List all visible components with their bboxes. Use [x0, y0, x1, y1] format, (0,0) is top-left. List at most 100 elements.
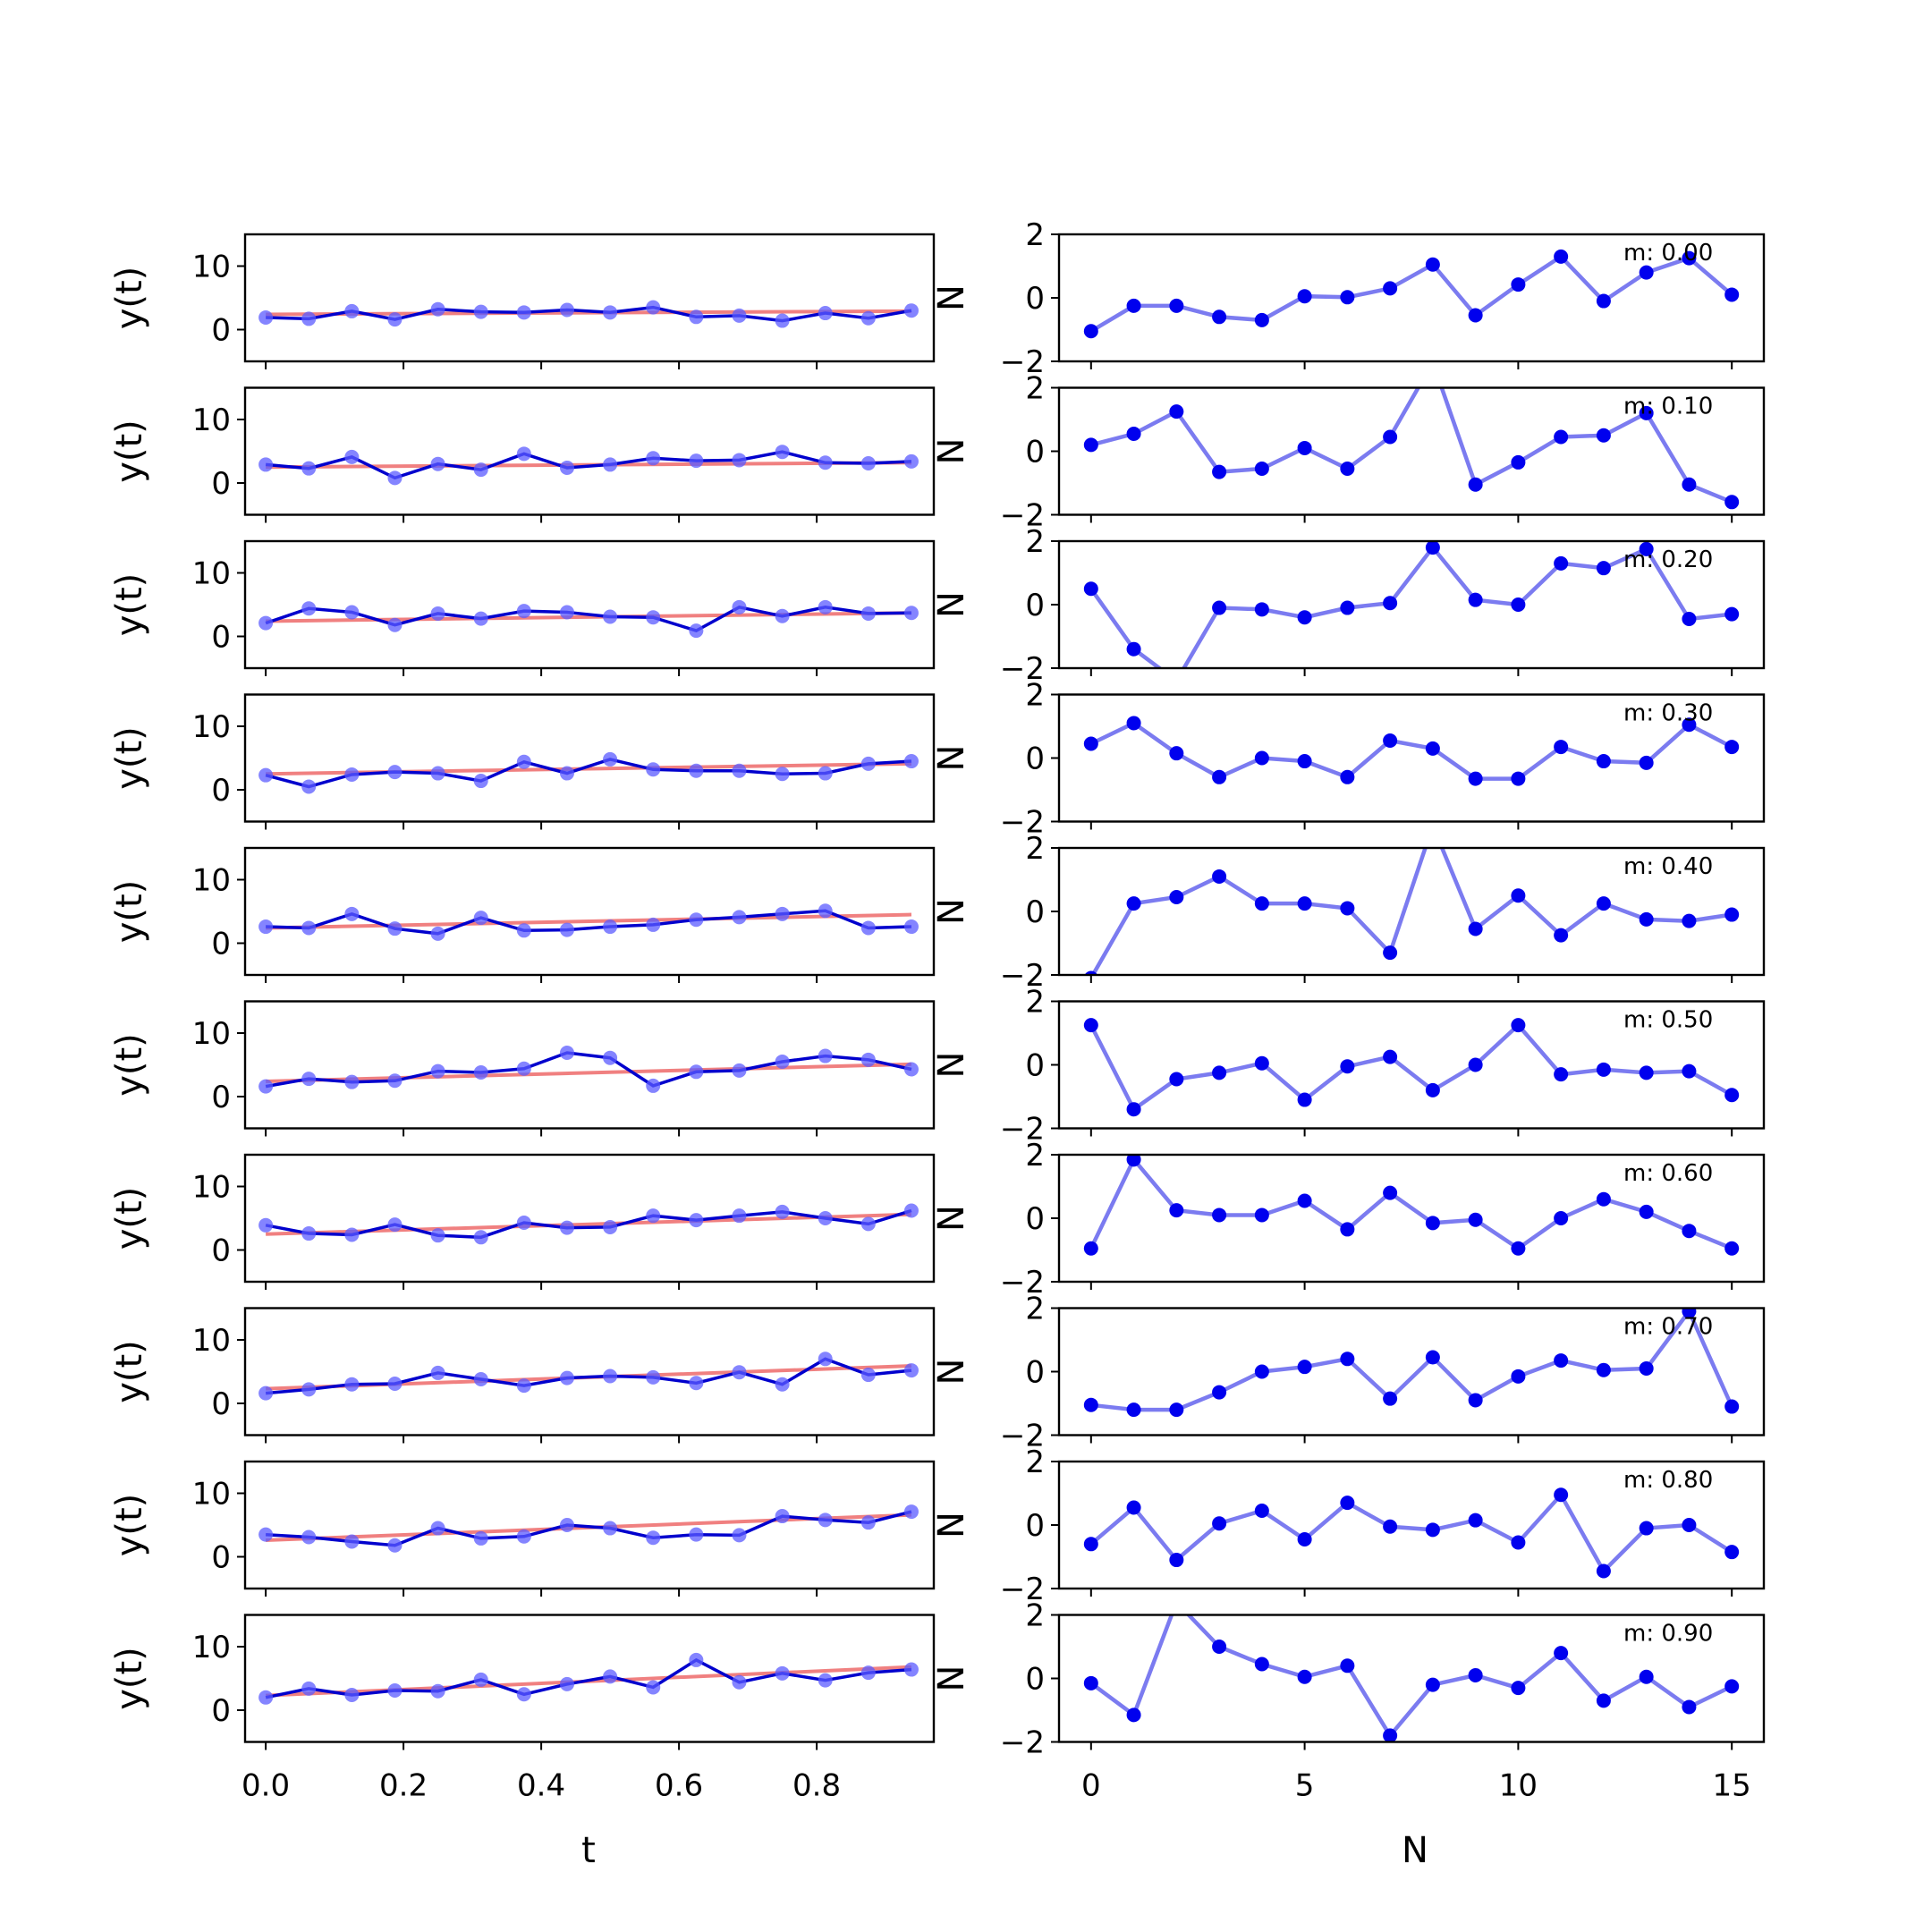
residual-point-0-9 [1468, 308, 1483, 323]
left-plot-area-0 [258, 300, 919, 328]
left-panel-7: 0 10 y(t) N [109, 1307, 972, 1444]
right-frame-6 [1057, 1153, 1766, 1284]
residual-point-2-3 [1212, 600, 1227, 615]
observed-point-1-1 [301, 461, 317, 476]
observed-point-2-14 [860, 606, 876, 621]
left-twin-label-8: N [931, 1512, 972, 1538]
left-plot-area-3 [258, 751, 919, 794]
residual-point-9-8 [1425, 1677, 1440, 1692]
residual-point-9-3 [1212, 1640, 1227, 1654]
residual-point-7-5 [1297, 1360, 1312, 1375]
observed-point-5-6 [516, 1061, 531, 1076]
observed-point-4-14 [860, 920, 876, 936]
observed-point-9-12 [775, 1665, 790, 1681]
right-frame-4 [1057, 846, 1766, 977]
residual-point-6-9 [1468, 1212, 1483, 1227]
right-ytick-label-8-1: 0 [1025, 1508, 1045, 1544]
m-annotation-5: m: 0.50 [1623, 1007, 1713, 1034]
left-xtick-label-0: 0.0 [242, 1768, 290, 1804]
residual-point-9-15 [1724, 1679, 1740, 1694]
observed-point-5-8 [603, 1050, 618, 1065]
observed-line-5 [265, 1051, 912, 1089]
observed-point-7-14 [860, 1368, 876, 1383]
residual-line-1 [1090, 387, 1733, 504]
residual-point-5-0 [1083, 1018, 1098, 1033]
residual-point-3-11 [1554, 740, 1569, 755]
observed-point-5-4 [430, 1063, 445, 1079]
right-ytick-label-9-1: 0 [1025, 1662, 1045, 1698]
observed-point-7-13 [818, 1352, 833, 1367]
observed-point-3-0 [258, 767, 274, 783]
observed-point-0-4 [430, 301, 445, 317]
left-xtick-label-4: 0.8 [792, 1768, 841, 1804]
residual-point-8-0 [1083, 1537, 1098, 1552]
left-ytick-label-6-0: 0 [211, 1233, 231, 1269]
residual-line-0 [1089, 253, 1733, 334]
observed-point-4-15 [903, 919, 919, 935]
observed-point-1-6 [516, 446, 531, 462]
right-xtick-label-2: 10 [1499, 1768, 1538, 1804]
observed-point-6-7 [559, 1220, 574, 1235]
observed-point-0-9 [646, 300, 661, 315]
residual-point-0-3 [1212, 309, 1227, 325]
observed-point-0-7 [559, 302, 574, 318]
residual-point-9-2 [1169, 1595, 1183, 1609]
observed-point-6-2 [344, 1227, 360, 1242]
residual-point-7-15 [1724, 1399, 1740, 1414]
observed-point-4-13 [818, 903, 833, 919]
residual-point-6-11 [1554, 1211, 1569, 1225]
residual-point-1-7 [1383, 429, 1398, 445]
observed-point-7-7 [559, 1370, 574, 1385]
residual-point-7-12 [1596, 1362, 1611, 1377]
observed-point-7-6 [516, 1378, 531, 1394]
right-panel-8: −2 0 2 m: 0.80 [1000, 1445, 1766, 1607]
observed-point-5-5 [473, 1065, 488, 1080]
residual-point-0-1 [1126, 298, 1141, 313]
right-ytick-label-3-0: −2 [1000, 805, 1045, 841]
residual-point-6-6 [1340, 1222, 1355, 1237]
left-xtick-label-1: 0.2 [379, 1768, 428, 1804]
left-plot-area-1 [258, 445, 919, 486]
observed-point-3-12 [775, 767, 790, 782]
right-plot-area-1 [1083, 387, 1740, 510]
fit-line-4 [266, 912, 912, 930]
residual-point-5-10 [1511, 1018, 1526, 1033]
observed-point-0-13 [818, 306, 833, 321]
residual-point-8-1 [1126, 1500, 1141, 1515]
observed-point-6-13 [818, 1211, 833, 1225]
residual-point-8-12 [1596, 1563, 1611, 1579]
left-y-axis-label-1: y(t) [109, 419, 150, 483]
residual-point-9-12 [1596, 1693, 1611, 1708]
observed-point-5-1 [301, 1072, 317, 1087]
observed-point-8-6 [516, 1529, 531, 1544]
right-frame-5 [1057, 1000, 1766, 1130]
observed-point-9-14 [860, 1665, 876, 1681]
residual-point-0-12 [1596, 293, 1611, 309]
residual-point-7-10 [1511, 1368, 1526, 1384]
observed-point-1-4 [430, 456, 445, 471]
observed-point-4-11 [732, 910, 747, 925]
observed-line-3 [265, 758, 912, 789]
left-plot-area-6 [258, 1203, 919, 1245]
observed-point-1-13 [818, 455, 833, 470]
right-xtick-label-0: 0 [1081, 1768, 1101, 1804]
right-ytick-label-3-1: 0 [1025, 741, 1045, 777]
residual-point-5-11 [1554, 1067, 1569, 1082]
left-ytick-label-2-1: 10 [192, 556, 231, 592]
left-plot-area-4 [258, 903, 919, 941]
observed-point-4-1 [301, 920, 317, 936]
left-ytick-label-9-0: 0 [211, 1693, 231, 1729]
residual-point-5-4 [1254, 1055, 1269, 1071]
left-y-axis-label-0: y(t) [109, 267, 150, 330]
left-y-axis-label-3: y(t) [109, 726, 150, 790]
left-twin-label-2: N [931, 591, 972, 618]
observed-point-9-10 [689, 1652, 704, 1667]
residual-line-3 [1089, 720, 1733, 781]
observed-point-4-5 [473, 911, 488, 926]
residual-point-2-6 [1340, 600, 1355, 615]
observed-point-5-12 [775, 1054, 790, 1069]
left-ytick-label-0-0: 0 [211, 313, 231, 349]
right-frame-2 [1057, 539, 1766, 670]
observed-point-8-10 [689, 1527, 704, 1542]
left-y-axis-label-2: y(t) [109, 573, 150, 637]
